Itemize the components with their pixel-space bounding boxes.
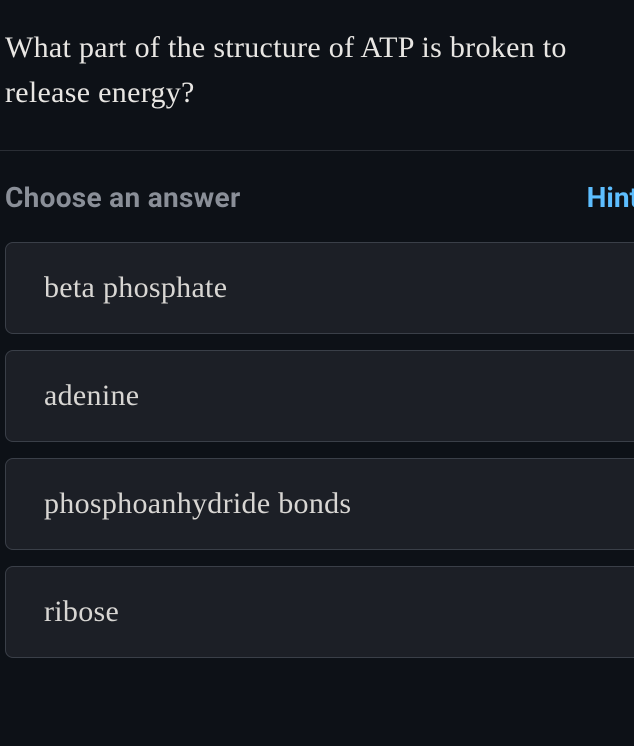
answer-option-label: beta phosphate: [44, 271, 605, 305]
choose-answer-label: Choose an answer: [5, 181, 241, 214]
question-section: What part of the structure of ATP is bro…: [0, 0, 634, 151]
answer-option[interactable]: beta phosphate: [5, 242, 634, 334]
answer-option[interactable]: adenine: [5, 350, 634, 442]
answers-section: Choose an answer Hint beta phosphate ade…: [0, 151, 634, 658]
hint-button[interactable]: Hint: [587, 181, 634, 214]
answer-option[interactable]: phosphoanhydride bonds: [5, 458, 634, 550]
answer-option[interactable]: ribose: [5, 566, 634, 658]
answer-option-label: ribose: [44, 595, 605, 629]
answers-header-row: Choose an answer Hint: [5, 181, 629, 214]
answer-option-label: phosphoanhydride bonds: [44, 487, 605, 521]
question-text: What part of the structure of ATP is bro…: [5, 25, 629, 115]
answer-option-label: adenine: [44, 379, 605, 413]
